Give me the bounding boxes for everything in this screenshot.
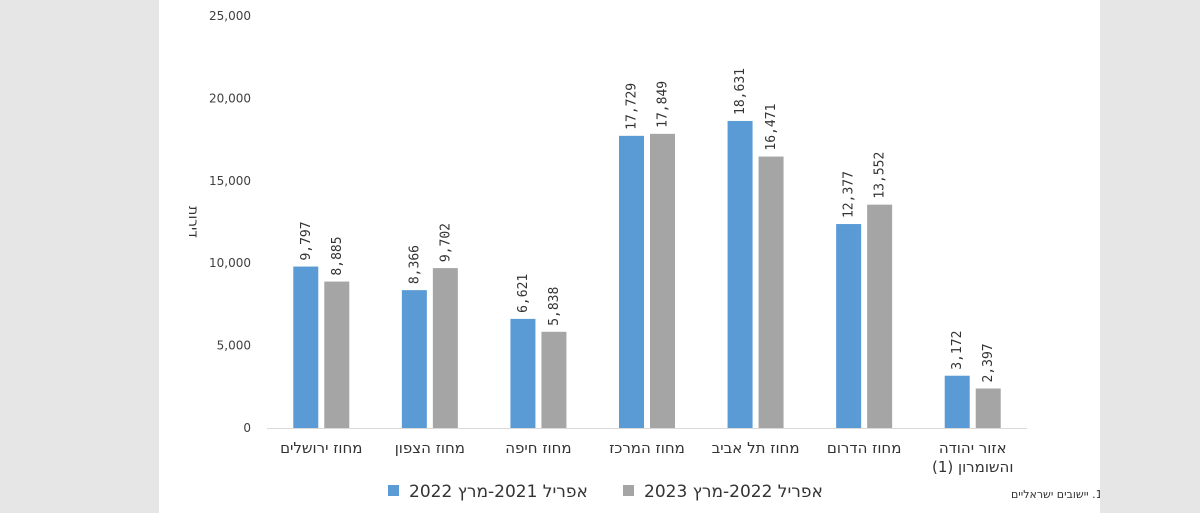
bar-series-1 (510, 318, 536, 428)
data-label: 6,621 (516, 274, 531, 313)
legend-label: אפריל 2021-מרץ 2022 (409, 482, 588, 502)
data-label: 17,729 (625, 83, 640, 130)
category-labels: מחוז ירושלים מחוז הצפון מחוז חיפה מחוז המרכ… (280, 439, 1013, 476)
chart-panel: 0 5,000 10,000 15,000 20,000 25,000 דירות 9,7… (159, 0, 1100, 513)
bar-series-2 (867, 204, 893, 428)
data-label: 17,849 (656, 81, 671, 128)
bar-series-1 (619, 135, 644, 428)
legend-label: אפריל 2022-מרץ 2023 (644, 482, 823, 502)
y-tick-label: 5,000 (217, 339, 251, 353)
y-tick-label: 20,000 (209, 91, 251, 105)
data-label: 8,885 (330, 236, 345, 275)
bar-series-1 (727, 120, 753, 428)
bar-chart: 0 5,000 10,000 15,000 20,000 25,000 דירות 9,7… (185, 9, 1100, 502)
data-label: 5,838 (547, 287, 562, 326)
bar-series-2 (975, 388, 1001, 428)
bar-series-1 (944, 375, 970, 428)
category-label: מחוז חיפה (505, 439, 571, 457)
data-label: 16,471 (764, 104, 779, 151)
data-label: 9,702 (438, 223, 453, 262)
y-tick-label: 0 (243, 421, 251, 435)
category-label: מחוז הצפון (395, 439, 465, 457)
data-label: 18,631 (733, 68, 748, 115)
legend-swatch (388, 485, 399, 496)
category-label: והשומרון (1) (932, 458, 1013, 476)
bar-series-2 (324, 281, 350, 428)
category-label: אזור יהודה (939, 439, 1007, 457)
y-tick-label: 15,000 (209, 174, 251, 188)
category-label: מחוז המרכז (609, 439, 685, 457)
bar-series-2 (541, 331, 567, 428)
legend: אפריל 2021-מרץ 2022 אפריל 2022-מרץ 2023 (388, 482, 823, 502)
legend-swatch (623, 485, 634, 496)
data-label: 8,366 (407, 245, 422, 284)
footnote: 1. יישובים ישראליים (1011, 488, 1100, 501)
y-axis-title: דירות (185, 206, 201, 238)
y-tick-label: 10,000 (209, 256, 251, 270)
bar-series-1 (836, 224, 862, 428)
data-label: 9,797 (299, 221, 314, 260)
bar-series-2 (758, 156, 784, 428)
bar-series-2 (650, 133, 675, 428)
y-tick-label: 25,000 (209, 9, 251, 23)
bar-series-1 (401, 290, 427, 428)
data-labels: 9,797 8,885 8,366 9,702 6,621 5,838 17,729 17,8… (299, 68, 996, 383)
bar-series-1 (293, 266, 319, 428)
category-label: מחוז תל אביב (712, 439, 800, 457)
bars (293, 120, 1001, 428)
data-label: 2,397 (981, 343, 996, 382)
data-label: 3,172 (950, 331, 965, 370)
category-label: מחוז ירושלים (280, 439, 362, 457)
category-label: מחוז הדרום (827, 439, 902, 457)
y-axis-ticks: 0 5,000 10,000 15,000 20,000 25,000 (209, 9, 251, 435)
data-label: 12,377 (842, 171, 857, 218)
data-label: 13,552 (873, 152, 888, 199)
bar-series-2 (432, 268, 458, 428)
